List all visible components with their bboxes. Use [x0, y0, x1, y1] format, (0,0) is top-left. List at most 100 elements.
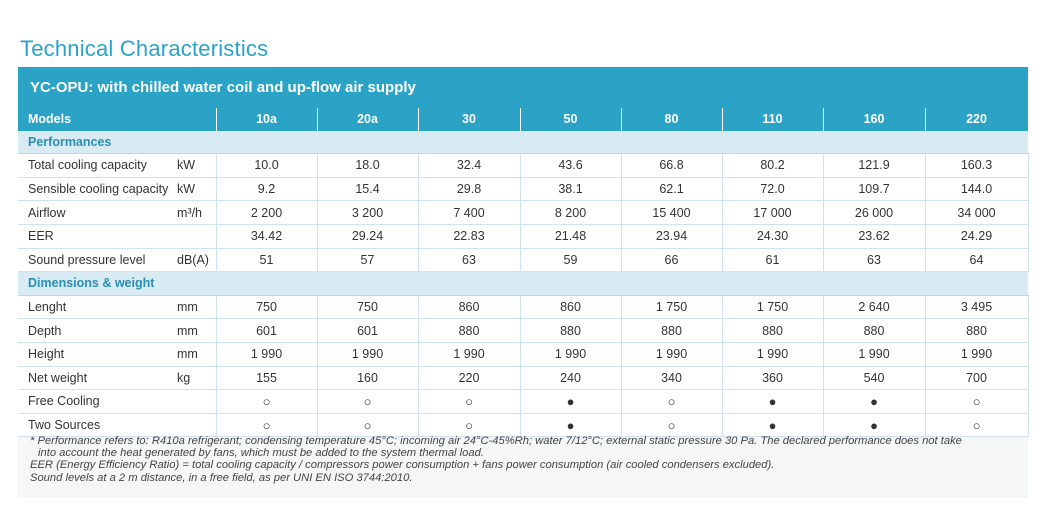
table-cell: 15.4 — [317, 177, 419, 202]
empty-circle-icon: ○ — [216, 413, 318, 438]
table-row: Lenght mm 750 750 860 860 1 750 1 750 2 640 3 495 — [18, 295, 1029, 320]
table-cell: 18.0 — [317, 153, 419, 178]
table-cell: 750 — [216, 295, 318, 320]
empty-circle-icon: ○ — [418, 389, 521, 414]
table-cell: 10.0 — [216, 153, 318, 178]
model-header: 220 — [925, 108, 1029, 131]
model-header: 50 — [520, 108, 622, 131]
table-row: Sensible cooling capacity kW 9.2 15.4 29.8 38… — [18, 177, 1029, 202]
filled-dot-icon: ● — [722, 413, 824, 438]
table-cell: 1 990 — [216, 342, 318, 367]
table-cell: 22.83 — [418, 224, 521, 249]
row-unit: mm — [173, 318, 217, 343]
table-cell: 601 — [317, 318, 419, 343]
row-unit: kW — [173, 177, 217, 202]
table-cell: 3 495 — [925, 295, 1029, 320]
section-title: Performances — [18, 130, 1028, 155]
filled-dot-icon: ● — [823, 389, 926, 414]
table-cell: 32.4 — [418, 153, 521, 178]
table-cell: 38.1 — [520, 177, 622, 202]
section-title: Dimensions & weight — [18, 271, 1028, 296]
footnote-eer: EER (Energy Efficiency Ratio) = total co… — [30, 459, 775, 472]
table-cell: 24.29 — [925, 224, 1029, 249]
table-cell: 15 400 — [621, 200, 723, 225]
spec-table: Models 10a 20a 30 50 80 110 160 220 Performances T… — [18, 108, 1029, 438]
model-header: 20a — [317, 108, 419, 131]
model-header: 10a — [216, 108, 318, 131]
empty-circle-icon: ○ — [216, 389, 318, 414]
table-cell: 51 — [216, 248, 318, 273]
model-header: 110 — [722, 108, 824, 131]
row-unit — [173, 389, 217, 414]
row-label: EER — [18, 224, 173, 249]
section-header-row: Dimensions & weight — [18, 271, 1028, 296]
table-cell: 64 — [925, 248, 1029, 273]
row-label: Free Cooling — [18, 389, 173, 414]
table-cell: 220 — [418, 366, 521, 391]
empty-circle-icon: ○ — [418, 413, 521, 438]
table-cell: 340 — [621, 366, 723, 391]
row-unit: kW — [173, 153, 217, 178]
table-cell: 3 200 — [317, 200, 419, 225]
table-row: Airflow m³/h 2 200 3 200 7 400 8 200 15 400 17 … — [18, 200, 1029, 225]
row-label: Net weight — [18, 366, 173, 391]
row-label: Height — [18, 342, 173, 367]
table-cell: 62.1 — [621, 177, 723, 202]
row-unit: mm — [173, 295, 217, 320]
table-row: Total cooling capacity kW 10.0 18.0 32.4 43.6… — [18, 153, 1029, 178]
table-cell: 43.6 — [520, 153, 622, 178]
table-row: Depth mm 601 601 880 880 880 880 880 880 — [18, 318, 1029, 343]
table-banner: YC-OPU: with chilled water coil and up-f… — [18, 67, 1028, 108]
empty-circle-icon: ○ — [621, 389, 723, 414]
row-unit: dB(A) — [173, 248, 217, 273]
table-cell: 1 990 — [621, 342, 723, 367]
table-cell: 17 000 — [722, 200, 824, 225]
empty-circle-icon: ○ — [621, 413, 723, 438]
table-cell: 63 — [823, 248, 926, 273]
model-header: 80 — [621, 108, 723, 131]
table-cell: 109.7 — [823, 177, 926, 202]
table-cell: 1 990 — [520, 342, 622, 367]
table-cell: 160 — [317, 366, 419, 391]
table-cell: 1 990 — [722, 342, 824, 367]
filled-dot-icon: ● — [722, 389, 824, 414]
row-label: Airflow — [18, 200, 173, 225]
row-unit: mm — [173, 342, 217, 367]
filled-dot-icon: ● — [520, 389, 622, 414]
table-cell: 860 — [520, 295, 622, 320]
table-cell: 144.0 — [925, 177, 1029, 202]
row-unit: m³/h — [173, 200, 217, 225]
table-cell: 57 — [317, 248, 419, 273]
table-cell: 121.9 — [823, 153, 926, 178]
table-row: Free Cooling ○ ○ ○ ● ○ ● ● ○ — [18, 389, 1029, 414]
table-cell: 1 750 — [722, 295, 824, 320]
row-unit — [173, 413, 217, 438]
models-label: Models — [18, 108, 217, 131]
models-header-row: Models 10a 20a 30 50 80 110 160 220 — [18, 108, 1029, 131]
table-cell: 2 200 — [216, 200, 318, 225]
empty-circle-icon: ○ — [317, 413, 419, 438]
table-cell: 72.0 — [722, 177, 824, 202]
table-cell: 1 990 — [823, 342, 926, 367]
table-cell: 24.30 — [722, 224, 824, 249]
table-cell: 66.8 — [621, 153, 723, 178]
table-cell: 9.2 — [216, 177, 318, 202]
table-row: EER 34.42 29.24 22.83 21.48 23.94 24.30 23.62 24… — [18, 224, 1029, 249]
table-cell: 8 200 — [520, 200, 622, 225]
table-row: Two Sources ○ ○ ○ ● ○ ● ● ○ — [18, 413, 1029, 438]
table-cell: 860 — [418, 295, 521, 320]
table-cell: 80.2 — [722, 153, 824, 178]
table-cell: 66 — [621, 248, 723, 273]
table-cell: 1 990 — [418, 342, 521, 367]
table-cell: 155 — [216, 366, 318, 391]
row-label: Depth — [18, 318, 173, 343]
empty-circle-icon: ○ — [925, 389, 1029, 414]
table-cell: 34.42 — [216, 224, 318, 249]
row-label: Lenght — [18, 295, 173, 320]
table-cell: 880 — [722, 318, 824, 343]
table-cell: 61 — [722, 248, 824, 273]
row-label: Sound pressure level — [18, 248, 173, 273]
table-cell: 59 — [520, 248, 622, 273]
table-cell: 29.24 — [317, 224, 419, 249]
table-row: Sound pressure level dB(A) 51 57 63 59 66 61 63 6… — [18, 248, 1029, 273]
